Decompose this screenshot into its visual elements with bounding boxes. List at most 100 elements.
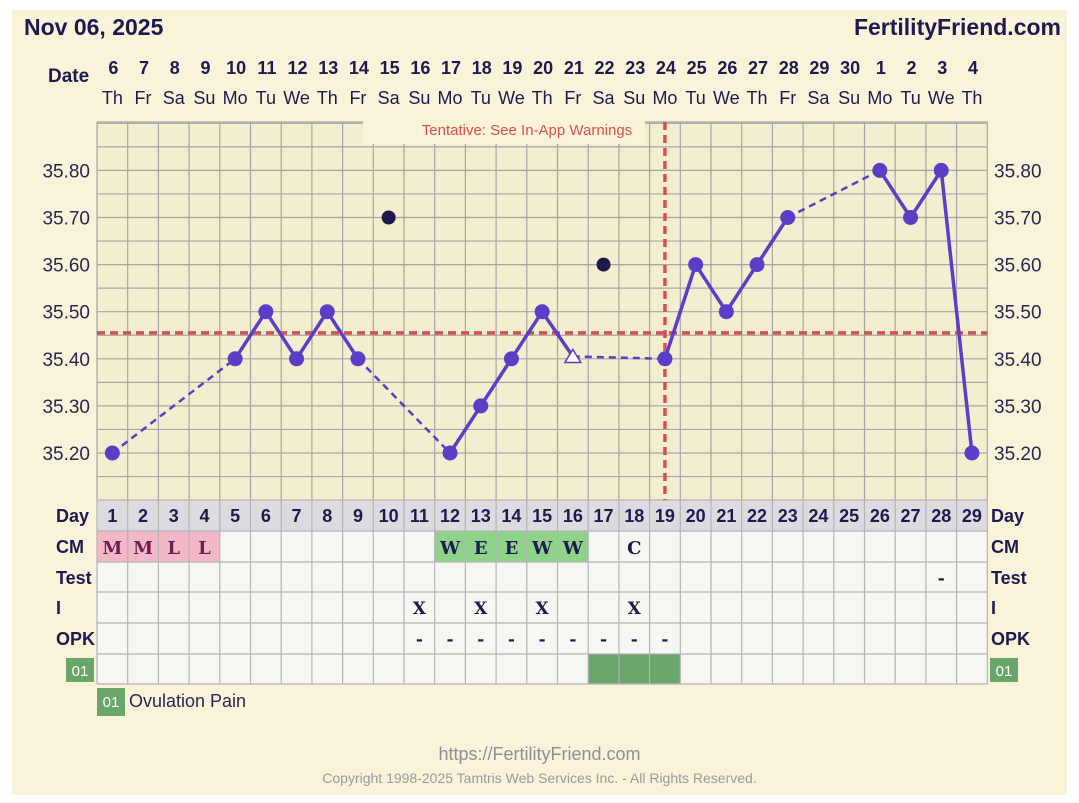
weekday-label: Su — [838, 88, 860, 108]
temp-line — [663, 264, 698, 360]
intercourse-value: X — [628, 599, 642, 619]
date-label: 22 — [595, 58, 615, 78]
test-value: - — [938, 569, 945, 589]
custom-row-label: 01 — [72, 663, 89, 680]
date-label: 27 — [748, 58, 768, 78]
tentative-warning: Tentative: See In-App Warnings — [422, 122, 632, 139]
y-tick-label: 35.80 — [42, 161, 90, 182]
day-number: 16 — [563, 506, 583, 526]
date-label: 17 — [441, 58, 461, 78]
opk-value: - — [539, 630, 546, 650]
day-number: 22 — [747, 506, 767, 526]
temp-point — [964, 445, 980, 461]
cm-cell — [465, 531, 497, 562]
temp-line-gap — [787, 169, 881, 219]
y-tick-label: 35.20 — [42, 444, 90, 465]
y-tick-label: 35.60 — [994, 256, 1042, 277]
date-label: 11 — [257, 58, 276, 78]
weekday-label: Sa — [593, 88, 616, 108]
y-tick-label: 35.30 — [42, 397, 90, 418]
weekday-label: We — [498, 88, 525, 108]
row-label: CM — [991, 537, 1019, 557]
temp-line — [325, 310, 360, 360]
temp-line-gap — [572, 355, 665, 361]
weekday-label: Mo — [867, 88, 892, 108]
opk-value: - — [416, 630, 423, 650]
day-number: 3 — [169, 506, 179, 526]
ovulation-pain-cell — [649, 654, 681, 684]
temp-point — [104, 445, 120, 461]
day-number: 6 — [261, 506, 271, 526]
day-number: 10 — [379, 506, 399, 526]
y-tick-label: 35.70 — [994, 209, 1042, 230]
cm-value: M — [102, 538, 122, 559]
cm-value: L — [167, 538, 180, 559]
y-tick-label: 35.50 — [42, 303, 90, 324]
temp-line-gap — [111, 357, 236, 454]
row-label: CM — [56, 537, 84, 557]
weekday-label: Fr — [779, 88, 796, 108]
date-label: 8 — [170, 58, 180, 78]
temp-line — [509, 310, 544, 360]
date-label: 2 — [907, 58, 917, 78]
intercourse-value: X — [413, 599, 427, 619]
opk-value: - — [508, 630, 515, 650]
day-number: 24 — [808, 506, 828, 526]
site-title[interactable]: FertilityFriend.com — [853, 14, 1061, 40]
day-number: 7 — [292, 506, 302, 526]
temp-line — [295, 310, 329, 360]
outlier-temp-point — [381, 210, 396, 225]
weekday-label: Su — [408, 88, 430, 108]
cm-cell — [158, 531, 190, 562]
cm-cell — [618, 531, 650, 562]
date-label: 3 — [937, 58, 947, 78]
data-row-bg — [97, 562, 988, 592]
day-number: 18 — [624, 506, 644, 526]
day-number: 1 — [107, 506, 117, 526]
weekday-label: Sa — [378, 88, 401, 108]
weekday-label: We — [928, 88, 955, 108]
annotation-bg — [363, 114, 645, 144]
intercourse-value: X — [474, 599, 488, 619]
day-number: 2 — [138, 506, 148, 526]
day-number: 26 — [870, 506, 890, 526]
row-label: I — [56, 598, 61, 618]
opk-value: - — [447, 630, 454, 650]
cm-cell — [496, 531, 527, 562]
weekday-label: Fr — [349, 88, 366, 108]
cm-cell — [434, 531, 466, 562]
weekday-label: We — [283, 88, 310, 108]
y-tick-label: 35.70 — [42, 209, 90, 230]
date-label: 6 — [108, 58, 118, 78]
date-label: 24 — [656, 58, 676, 78]
day-number: 11 — [410, 506, 429, 526]
weekday-label: Su — [193, 88, 215, 108]
weekday-label: Fr — [135, 88, 152, 108]
day-number: 12 — [440, 506, 460, 526]
weekday-label: Mo — [652, 88, 677, 108]
date-label: 19 — [502, 58, 522, 78]
custom-row-label: 01 — [996, 663, 1013, 680]
temp-point — [534, 304, 550, 320]
day-number: 23 — [778, 506, 798, 526]
temp-point — [258, 304, 274, 320]
cm-value: W — [439, 538, 461, 559]
date-label: 28 — [779, 58, 799, 78]
weekday-label: Tu — [471, 88, 491, 108]
day-number: 8 — [322, 506, 332, 526]
weekday-label: Mo — [438, 88, 463, 108]
temp-point — [933, 162, 949, 178]
temp-line — [233, 310, 268, 360]
weekday-label: Tu — [256, 88, 276, 108]
weekday-label: Th — [317, 88, 338, 108]
weekday-label: Mo — [223, 88, 248, 108]
row-label: OPK — [56, 629, 95, 649]
y-tick-label: 35.80 — [994, 161, 1042, 182]
temp-line — [909, 169, 943, 219]
weekday-label: Su — [623, 88, 645, 108]
temp-point — [688, 257, 704, 273]
footer-url[interactable]: https://FertilityFriend.com — [438, 744, 641, 764]
y-tick-label: 35.50 — [994, 303, 1042, 324]
temp-point — [473, 398, 489, 414]
cm-cell — [557, 531, 589, 562]
